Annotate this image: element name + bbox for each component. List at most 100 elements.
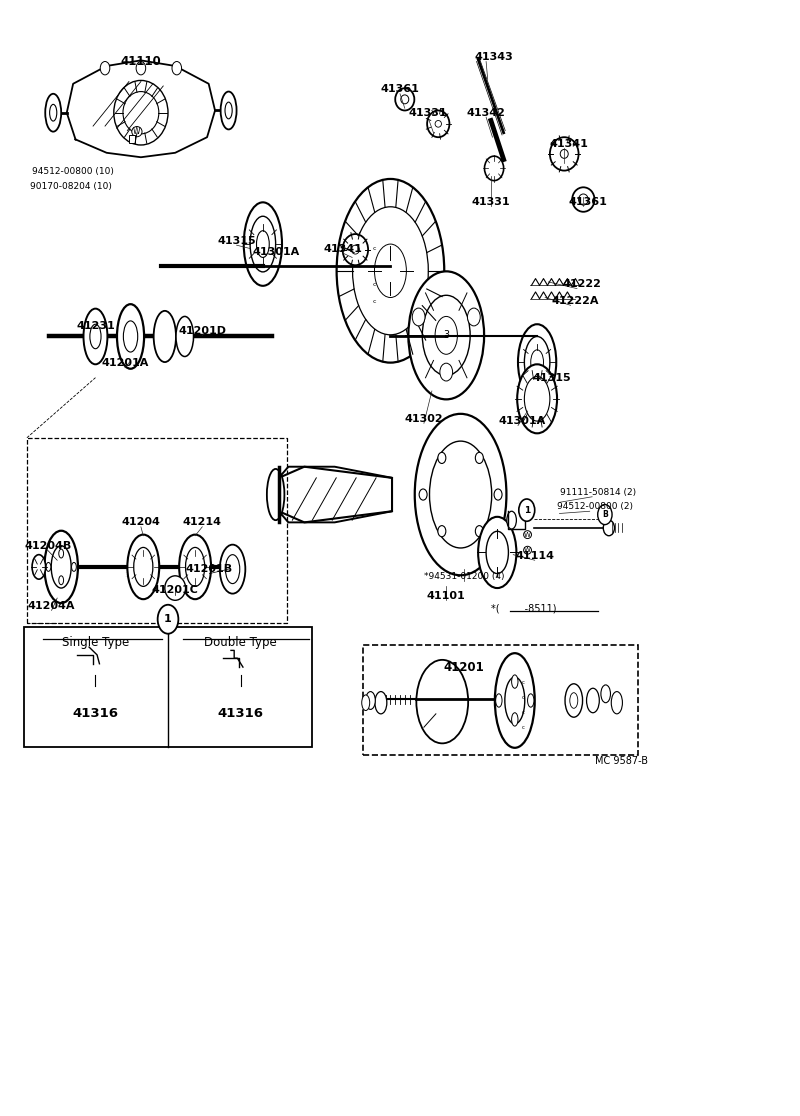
Ellipse shape (560, 150, 568, 158)
Bar (129, 135, 135, 143)
Text: 41316: 41316 (218, 708, 263, 720)
Bar (24, 627, 312, 748)
Ellipse shape (570, 693, 578, 709)
Text: 41222: 41222 (562, 279, 602, 289)
Text: Double Type: Double Type (204, 636, 277, 648)
Text: c: c (522, 710, 525, 715)
Text: 41361: 41361 (381, 85, 419, 95)
Ellipse shape (117, 305, 144, 368)
Text: 41101: 41101 (427, 590, 466, 600)
Ellipse shape (430, 441, 492, 548)
Ellipse shape (496, 694, 502, 708)
Text: 41201D: 41201D (178, 326, 226, 336)
Text: 41315: 41315 (532, 373, 570, 383)
Text: 94512-00800 (2): 94512-00800 (2) (558, 502, 634, 511)
Text: 41341: 41341 (550, 138, 589, 148)
Ellipse shape (165, 576, 186, 600)
Text: 41201: 41201 (443, 661, 484, 674)
Text: c: c (522, 724, 525, 730)
Text: 1: 1 (164, 614, 172, 624)
Ellipse shape (225, 103, 232, 118)
Circle shape (440, 363, 453, 381)
Text: 41214: 41214 (182, 518, 222, 528)
Ellipse shape (123, 321, 138, 352)
Ellipse shape (179, 535, 211, 599)
Text: 41204A: 41204A (28, 600, 75, 610)
Ellipse shape (226, 555, 240, 584)
Text: 41315: 41315 (218, 235, 256, 246)
Ellipse shape (220, 545, 246, 594)
Ellipse shape (32, 555, 46, 579)
Ellipse shape (475, 452, 483, 463)
Circle shape (412, 308, 425, 326)
Ellipse shape (475, 526, 483, 537)
Text: 41316: 41316 (73, 708, 118, 720)
Circle shape (158, 605, 178, 634)
Ellipse shape (524, 336, 550, 387)
Ellipse shape (485, 156, 504, 181)
Ellipse shape (550, 137, 578, 171)
Bar (362, 645, 638, 756)
Text: MC 9587-B: MC 9587-B (595, 756, 648, 766)
Ellipse shape (83, 309, 107, 364)
Text: Single Type: Single Type (62, 636, 129, 648)
Ellipse shape (505, 677, 525, 724)
Text: W: W (524, 531, 531, 538)
Ellipse shape (250, 217, 276, 272)
Ellipse shape (517, 364, 557, 433)
Ellipse shape (375, 692, 387, 714)
Ellipse shape (512, 675, 518, 689)
Text: 41331: 41331 (409, 108, 447, 117)
Ellipse shape (351, 246, 359, 254)
Text: 94512-00800 (10): 94512-00800 (10) (32, 167, 114, 176)
Ellipse shape (427, 110, 450, 137)
Text: 41331: 41331 (471, 196, 510, 206)
Ellipse shape (401, 95, 409, 104)
Text: 41201C: 41201C (152, 585, 198, 595)
Text: 2225: 2225 (128, 579, 146, 586)
Ellipse shape (176, 317, 194, 356)
Ellipse shape (512, 713, 518, 727)
Ellipse shape (478, 517, 516, 588)
Ellipse shape (353, 206, 428, 335)
Ellipse shape (572, 187, 594, 212)
Text: c: c (373, 299, 376, 305)
Text: W: W (524, 547, 531, 554)
Circle shape (467, 308, 480, 326)
Ellipse shape (495, 653, 534, 748)
Text: c: c (522, 680, 525, 685)
Circle shape (598, 504, 612, 525)
Ellipse shape (408, 271, 484, 400)
Ellipse shape (71, 562, 76, 571)
Text: 41341: 41341 (323, 243, 362, 253)
Text: 41301A: 41301A (498, 416, 546, 426)
Ellipse shape (90, 325, 101, 348)
Ellipse shape (414, 414, 506, 575)
Ellipse shape (51, 546, 71, 588)
Text: 41110: 41110 (121, 55, 162, 68)
Text: 3: 3 (443, 330, 450, 340)
Text: c: c (373, 246, 376, 251)
Text: c: c (522, 694, 525, 700)
Text: 41222A: 41222A (552, 296, 599, 306)
Text: c: c (373, 281, 376, 287)
Ellipse shape (527, 694, 534, 708)
Ellipse shape (244, 202, 282, 286)
Ellipse shape (416, 660, 468, 743)
Text: 1: 1 (524, 506, 530, 514)
Circle shape (518, 499, 534, 521)
Text: 41204: 41204 (122, 518, 160, 528)
Ellipse shape (366, 692, 375, 710)
Ellipse shape (438, 452, 446, 463)
Ellipse shape (58, 549, 63, 558)
Ellipse shape (154, 311, 176, 362)
Text: 41302: 41302 (405, 414, 443, 424)
Text: 41342: 41342 (466, 108, 506, 117)
Ellipse shape (46, 562, 51, 571)
Text: 90170-08204 (10): 90170-08204 (10) (30, 182, 112, 191)
Ellipse shape (435, 317, 458, 354)
Ellipse shape (362, 695, 370, 711)
Ellipse shape (337, 179, 444, 363)
Ellipse shape (127, 535, 159, 599)
Ellipse shape (186, 548, 205, 586)
